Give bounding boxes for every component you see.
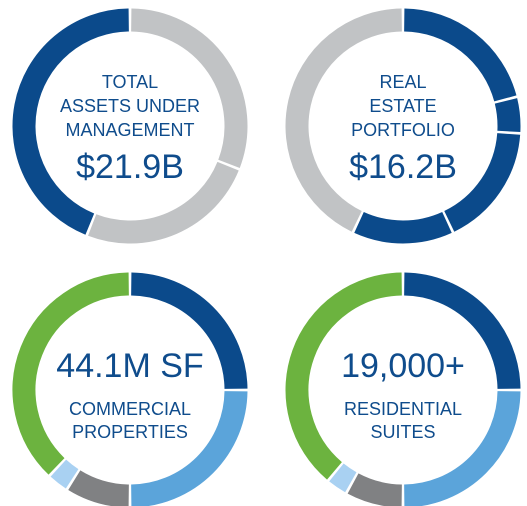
donut-segment [443, 132, 521, 232]
caption-line: PROPERTIES [72, 422, 188, 442]
caption-line: COMMERCIAL [69, 399, 191, 419]
figure: 44.1M SF [56, 347, 203, 385]
donut-segment [329, 463, 357, 493]
donut-segment [130, 390, 248, 506]
caption-line: ESTATE [369, 96, 436, 116]
caption-line: MANAGEMENT [65, 120, 194, 140]
caption-line: ASSETS UNDER [60, 96, 200, 116]
donut-segment [354, 211, 452, 244]
caption-line: RESIDENTIAL [344, 399, 462, 419]
donut-segment [130, 272, 248, 390]
caption-line: TOTAL [102, 72, 158, 92]
figure: $21.9B [76, 148, 184, 186]
figure: $16.2B [349, 148, 457, 186]
donut-segment [347, 473, 403, 506]
donut-segment [50, 459, 79, 489]
caption-line: PORTFOLIO [351, 120, 455, 140]
donut-segment [494, 98, 521, 132]
donut-segment [403, 390, 521, 506]
donut-segment [88, 161, 239, 244]
caption-line: SUITES [370, 422, 435, 442]
donut-segment [12, 272, 130, 475]
figure: 19,000+ [341, 347, 465, 385]
donut-segment [12, 8, 130, 235]
donut-segment [285, 272, 403, 480]
donut-segment [403, 272, 521, 390]
donut-segment [403, 8, 517, 102]
caption-line: REAL [379, 72, 426, 92]
donut-segment [68, 470, 130, 506]
donut-segment [285, 8, 403, 232]
donut-segment [130, 8, 248, 168]
